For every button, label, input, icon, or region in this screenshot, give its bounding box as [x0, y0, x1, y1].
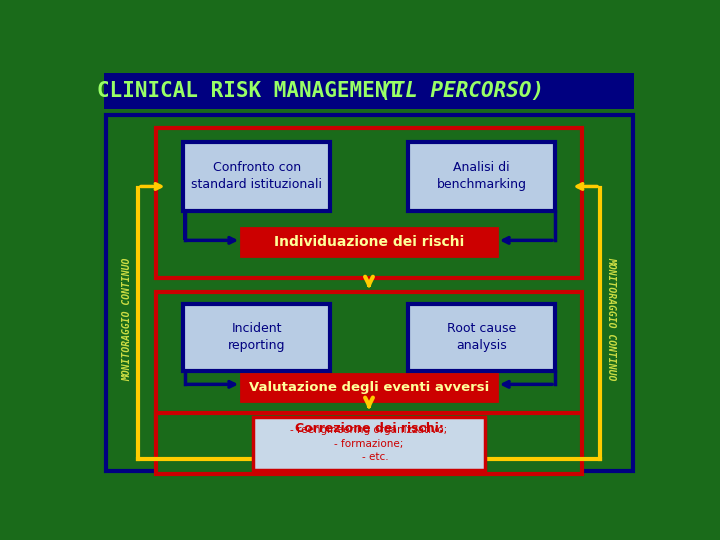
- Bar: [241, 228, 497, 256]
- Text: CLINICAL RISK MANAGEMENT: CLINICAL RISK MANAGEMENT: [97, 81, 413, 101]
- Bar: [183, 211, 186, 240]
- Bar: [156, 128, 582, 278]
- Bar: [156, 413, 582, 475]
- Text: Individuazione dei rischi: Individuazione dei rischi: [274, 235, 464, 249]
- Text: MONITORAGGIO CONTINUO: MONITORAGGIO CONTINUO: [122, 257, 132, 381]
- Text: (IL PERCORSO): (IL PERCORSO): [380, 81, 544, 101]
- Text: Confronto con
standard istituzionali: Confronto con standard istituzionali: [191, 161, 322, 192]
- Bar: [408, 142, 555, 211]
- Text: Incident
reporting: Incident reporting: [228, 322, 285, 353]
- Bar: [183, 303, 330, 372]
- Bar: [156, 292, 582, 434]
- Text: Correzione dei rischi:: Correzione dei rischi:: [294, 422, 444, 435]
- Text: Root cause
analysis: Root cause analysis: [446, 322, 516, 353]
- Text: - reengineering organizzativo;
- formazione;
    - etc.: - reengineering organizzativo; - formazi…: [290, 426, 448, 462]
- Bar: [253, 417, 485, 470]
- Bar: [183, 142, 330, 211]
- Bar: [104, 72, 634, 110]
- Bar: [408, 303, 555, 372]
- Text: Valutazione degli eventi avversi: Valutazione degli eventi avversi: [249, 381, 489, 394]
- Text: Analisi di
benchmarking: Analisi di benchmarking: [436, 161, 526, 192]
- Bar: [106, 115, 632, 470]
- Bar: [241, 374, 497, 401]
- Text: MONITORAGGIO CONTINUO: MONITORAGGIO CONTINUO: [606, 257, 616, 381]
